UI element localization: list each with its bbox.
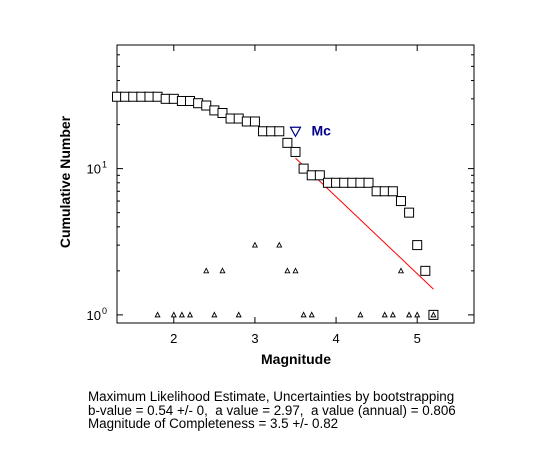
cumulative-point xyxy=(404,207,415,218)
noncumulative-point xyxy=(284,267,291,274)
noncumulative-point xyxy=(154,311,161,318)
stats-line-1: Maximum Likelihood Estimate, Uncertainti… xyxy=(88,389,455,404)
noncumulative-point xyxy=(308,311,315,318)
stats-line-2: b-value = 0.54 +/- 0, a value = 2.97, a … xyxy=(88,402,456,418)
cumulative-point xyxy=(314,170,325,181)
x-tick-label: 3 xyxy=(251,331,258,346)
data-marks: Mc xyxy=(112,91,439,320)
noncumulative-point xyxy=(406,311,413,318)
noncumulative-point xyxy=(430,311,437,318)
noncumulative-point xyxy=(357,311,364,318)
axes xyxy=(116,44,475,324)
cumulative-point xyxy=(395,196,406,207)
y-tick-label: 10 xyxy=(87,308,101,323)
x-tick-label: 2 xyxy=(170,331,177,346)
x-tick-label: 4 xyxy=(332,331,339,346)
noncumulative-point xyxy=(211,311,218,318)
noncumulative-point xyxy=(178,311,185,318)
noncumulative-point xyxy=(203,267,210,274)
stats-line-3: Magnitude of Completeness = 3.5 +/- 0.82 xyxy=(88,416,339,431)
noncumulative-point xyxy=(251,241,258,248)
cumulative-point xyxy=(217,107,228,118)
cumulative-point xyxy=(282,137,293,148)
y-tick-label: 10 xyxy=(87,162,101,177)
cumulative-point xyxy=(412,240,423,251)
noncumulative-point xyxy=(300,311,307,318)
noncumulative-point xyxy=(389,311,396,318)
x-tick-label: 5 xyxy=(414,331,421,346)
noncumulative-point xyxy=(381,311,388,318)
cumulative-point xyxy=(274,126,285,137)
noncumulative-point xyxy=(414,311,421,318)
noncumulative-point xyxy=(170,311,177,318)
noncumulative-point xyxy=(397,267,405,274)
y-tick-exponent: 1 xyxy=(102,160,107,170)
noncumulative-point xyxy=(276,241,283,248)
cumulative-point xyxy=(298,163,309,174)
cumulative-point xyxy=(249,116,260,127)
cumulative-point xyxy=(387,186,398,197)
mc-label: Mc xyxy=(312,122,332,138)
y-tick-exponent: 0 xyxy=(102,306,107,316)
noncumulative-point xyxy=(235,311,242,318)
plot-frame xyxy=(116,44,475,324)
noncumulative-point xyxy=(292,267,299,274)
y-axis-label: Cumulative Number xyxy=(57,115,73,248)
mc-marker xyxy=(289,126,302,138)
cumulative-point xyxy=(428,309,439,320)
statistics-text: Maximum Likelihood Estimate, Uncertainti… xyxy=(88,390,456,431)
noncumulative-point xyxy=(186,311,194,318)
noncumulative-point xyxy=(219,267,226,274)
cumulative-point xyxy=(420,265,431,276)
cumulative-point xyxy=(290,146,301,157)
cumulative-point xyxy=(363,177,374,188)
x-axis-label: Magnitude xyxy=(261,351,331,367)
